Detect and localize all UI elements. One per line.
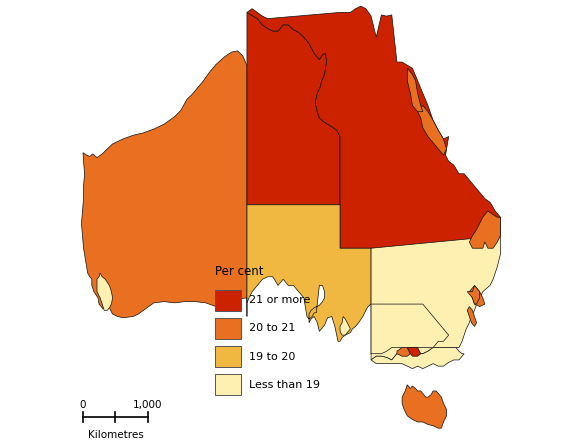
Polygon shape	[97, 273, 113, 310]
Polygon shape	[371, 304, 448, 354]
Text: Per cent: Per cent	[215, 265, 264, 278]
Text: 21 or more: 21 or more	[249, 295, 311, 305]
Polygon shape	[417, 105, 447, 155]
FancyBboxPatch shape	[215, 318, 241, 339]
Polygon shape	[407, 348, 421, 356]
Text: 0: 0	[80, 400, 86, 410]
Polygon shape	[371, 348, 464, 369]
Polygon shape	[467, 285, 480, 304]
Polygon shape	[82, 51, 247, 318]
Text: Kilometres: Kilometres	[87, 430, 143, 440]
Text: 20 to 21: 20 to 21	[249, 323, 296, 333]
Polygon shape	[247, 6, 500, 248]
Text: 1,000: 1,000	[133, 400, 163, 410]
Polygon shape	[402, 385, 447, 428]
Polygon shape	[397, 348, 410, 356]
Polygon shape	[340, 317, 350, 335]
Polygon shape	[247, 12, 340, 205]
FancyBboxPatch shape	[215, 374, 241, 395]
Polygon shape	[467, 306, 477, 326]
Polygon shape	[470, 211, 500, 248]
Polygon shape	[407, 68, 423, 112]
Polygon shape	[247, 205, 371, 341]
FancyBboxPatch shape	[215, 346, 241, 367]
Text: Less than 19: Less than 19	[249, 380, 320, 390]
Polygon shape	[371, 236, 500, 360]
Text: 19 to 20: 19 to 20	[249, 351, 296, 362]
FancyBboxPatch shape	[215, 290, 241, 310]
Polygon shape	[470, 285, 485, 306]
